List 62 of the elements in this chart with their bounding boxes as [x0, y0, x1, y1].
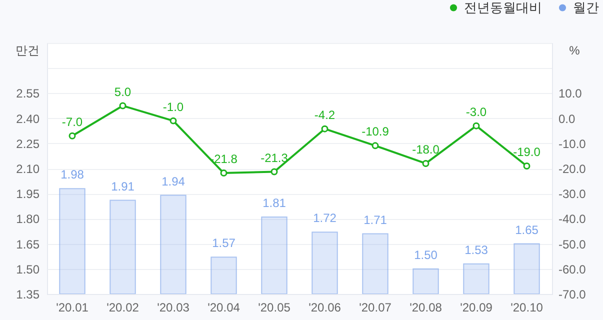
x-tick-label: '20.07: [359, 300, 392, 314]
data-label: -3.0: [466, 104, 487, 119]
data-label: 1.50: [414, 248, 438, 262]
data-label: -10.9: [362, 124, 390, 139]
data-label: -21.3: [260, 150, 288, 165]
y2-tick-label: -30.0: [558, 187, 586, 202]
x-tick-label: '20.05: [258, 300, 291, 314]
y-axis-title: 만건: [16, 44, 40, 58]
x-tick-label: '20.04: [208, 300, 240, 314]
point: [422, 160, 430, 167]
point: [68, 132, 76, 140]
data-label: -19.0: [513, 144, 541, 159]
y-tick-label: 2.55: [16, 86, 40, 101]
y-tick-label: 2.10: [16, 162, 40, 176]
y2-tick-label: -50.0: [558, 237, 586, 252]
data-label: 1.71: [364, 212, 388, 227]
legend-label: 월간: [573, 0, 599, 15]
data-label: 1.81: [262, 196, 286, 210]
data-label: 1.65: [515, 222, 539, 237]
data-label: -7.0: [62, 114, 83, 129]
y-tick-label: 1.65: [16, 237, 40, 252]
y-tick-label: 1.80: [16, 212, 40, 226]
data-label: -4.2: [314, 108, 336, 122]
data-label: -21.8: [210, 152, 238, 166]
data-label: 1.53: [464, 242, 488, 257]
y2-axis-title: %: [569, 44, 580, 58]
x-tick-label: '20.03: [157, 300, 190, 314]
y2-tick-label: -40.0: [558, 212, 586, 226]
y-tick-label: 2.40: [16, 112, 40, 126]
data-label: 1.98: [60, 168, 84, 182]
y-tick-label: 1.95: [16, 187, 40, 202]
x-tick-label: '20.08: [410, 300, 442, 314]
y2-tick-label: 0.0: [558, 112, 576, 126]
y2-tick-label: -10.0: [558, 136, 586, 151]
data-label: -18.0: [412, 142, 440, 156]
point: [220, 170, 228, 176]
legend-label: 전년동월대비: [464, 0, 542, 15]
data-label: 1.91: [111, 179, 135, 194]
point: [523, 162, 530, 170]
point: [321, 125, 328, 132]
y-tick-label: 1.50: [16, 262, 40, 276]
y2-tick-label: -70.0: [558, 288, 586, 302]
data-label: -1.0: [162, 100, 184, 114]
point: [170, 117, 177, 124]
y2-tick-label: -60.0: [558, 262, 586, 276]
data-label: 1.57: [212, 236, 236, 250]
x-tick-label: '20.01: [56, 300, 89, 314]
data-label: 1.94: [162, 174, 186, 188]
x-tick-label: '20.06: [308, 300, 342, 314]
y2-tick-label: -20.0: [558, 162, 586, 176]
x-tick-label: '20.09: [460, 300, 493, 314]
point: [119, 102, 126, 110]
y2-tick-label: 10.0: [558, 86, 582, 101]
x-tick-label: '20.02: [106, 300, 140, 314]
x-tick-label: '20.10: [510, 300, 544, 314]
point: [270, 168, 278, 176]
y-tick-label: 1.35: [16, 288, 40, 302]
y-tick-label: 2.25: [16, 136, 40, 151]
data-label: 1.72: [313, 211, 337, 226]
point: [472, 122, 480, 130]
data-label: 5.0: [114, 84, 132, 99]
point: [372, 142, 379, 150]
